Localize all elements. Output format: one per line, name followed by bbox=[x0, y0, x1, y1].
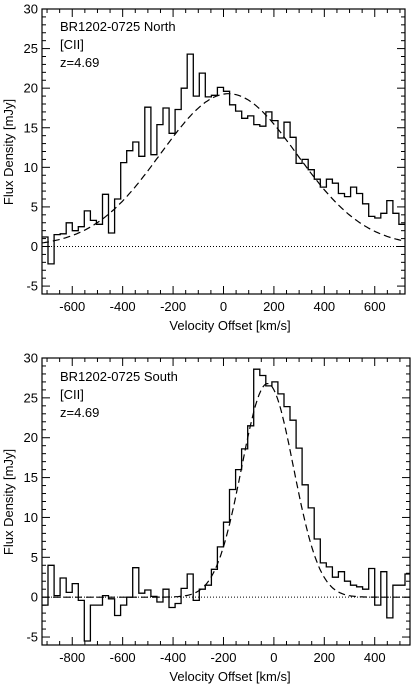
south-x-axis-label: Velocity Offset [km/s] bbox=[169, 669, 290, 684]
south-y-tick-label: 5 bbox=[31, 550, 38, 565]
south-x-tick-label: -200 bbox=[210, 650, 236, 665]
south-x-tick-label: 200 bbox=[313, 650, 335, 665]
north-x-tick-label: 600 bbox=[364, 299, 386, 314]
north-x-tick-label: -400 bbox=[110, 299, 136, 314]
south-y-tick-label: 20 bbox=[24, 430, 38, 445]
south-annotation-redshift: z=4.69 bbox=[60, 405, 99, 420]
south-x-tick-label: -400 bbox=[160, 650, 186, 665]
north-annotation-redshift: z=4.69 bbox=[60, 55, 99, 70]
south-y-tick-label: -5 bbox=[26, 630, 38, 645]
south-gaussian-fit bbox=[42, 382, 410, 598]
north-gaussian-fit bbox=[42, 93, 405, 244]
north-y-tick-label: 30 bbox=[24, 2, 38, 17]
north-x-tick-label: 200 bbox=[263, 299, 285, 314]
south-y-tick-label: 10 bbox=[24, 510, 38, 525]
south-y-tick-label: 0 bbox=[31, 590, 38, 605]
north-x-tick-label: -200 bbox=[160, 299, 186, 314]
south-x-tick-label: -600 bbox=[110, 650, 136, 665]
north-y-tick-label: 20 bbox=[24, 81, 38, 96]
south-panel: BR1202-0725 South [CII] z=4.69 Velocity … bbox=[1, 351, 411, 684]
north-y-tick-label: 15 bbox=[24, 120, 38, 135]
north-x-tick-label: 400 bbox=[313, 299, 335, 314]
south-y-tick-label: 30 bbox=[24, 351, 38, 366]
north-y-tick-label: 10 bbox=[24, 160, 38, 175]
north-annotation-line: [CII] bbox=[60, 37, 84, 52]
north-panel: BR1202-0725 North [CII] z=4.69 Velocity … bbox=[1, 2, 406, 333]
south-y-tick-label: 15 bbox=[24, 470, 38, 485]
north-spectrum-histogram bbox=[42, 53, 405, 265]
north-x-tick-label: -600 bbox=[59, 299, 85, 314]
south-x-tick-label: 0 bbox=[270, 650, 277, 665]
south-plot-frame bbox=[41, 357, 411, 646]
north-plot-frame bbox=[41, 8, 406, 295]
north-y-tick-label: 5 bbox=[31, 199, 38, 214]
north-y-axis-label: Flux Density [mJy] bbox=[1, 99, 16, 205]
north-x-tick-label: 0 bbox=[220, 299, 227, 314]
south-spectrum-histogram bbox=[42, 368, 410, 642]
north-y-tick-label: 0 bbox=[31, 239, 38, 254]
north-y-tick-label: -5 bbox=[26, 279, 38, 294]
south-annotation-name: BR1202-0725 South bbox=[60, 369, 178, 384]
south-y-axis-label: Flux Density [mJy] bbox=[1, 449, 16, 555]
north-y-tick-label: 25 bbox=[24, 41, 38, 56]
south-x-tick-label: -800 bbox=[59, 650, 85, 665]
south-y-tick-label: 25 bbox=[24, 390, 38, 405]
south-annotation-line: [CII] bbox=[60, 387, 84, 402]
north-annotation-name: BR1202-0725 North bbox=[60, 19, 176, 34]
north-x-axis-label: Velocity Offset [km/s] bbox=[169, 318, 290, 333]
south-x-tick-label: 400 bbox=[364, 650, 386, 665]
